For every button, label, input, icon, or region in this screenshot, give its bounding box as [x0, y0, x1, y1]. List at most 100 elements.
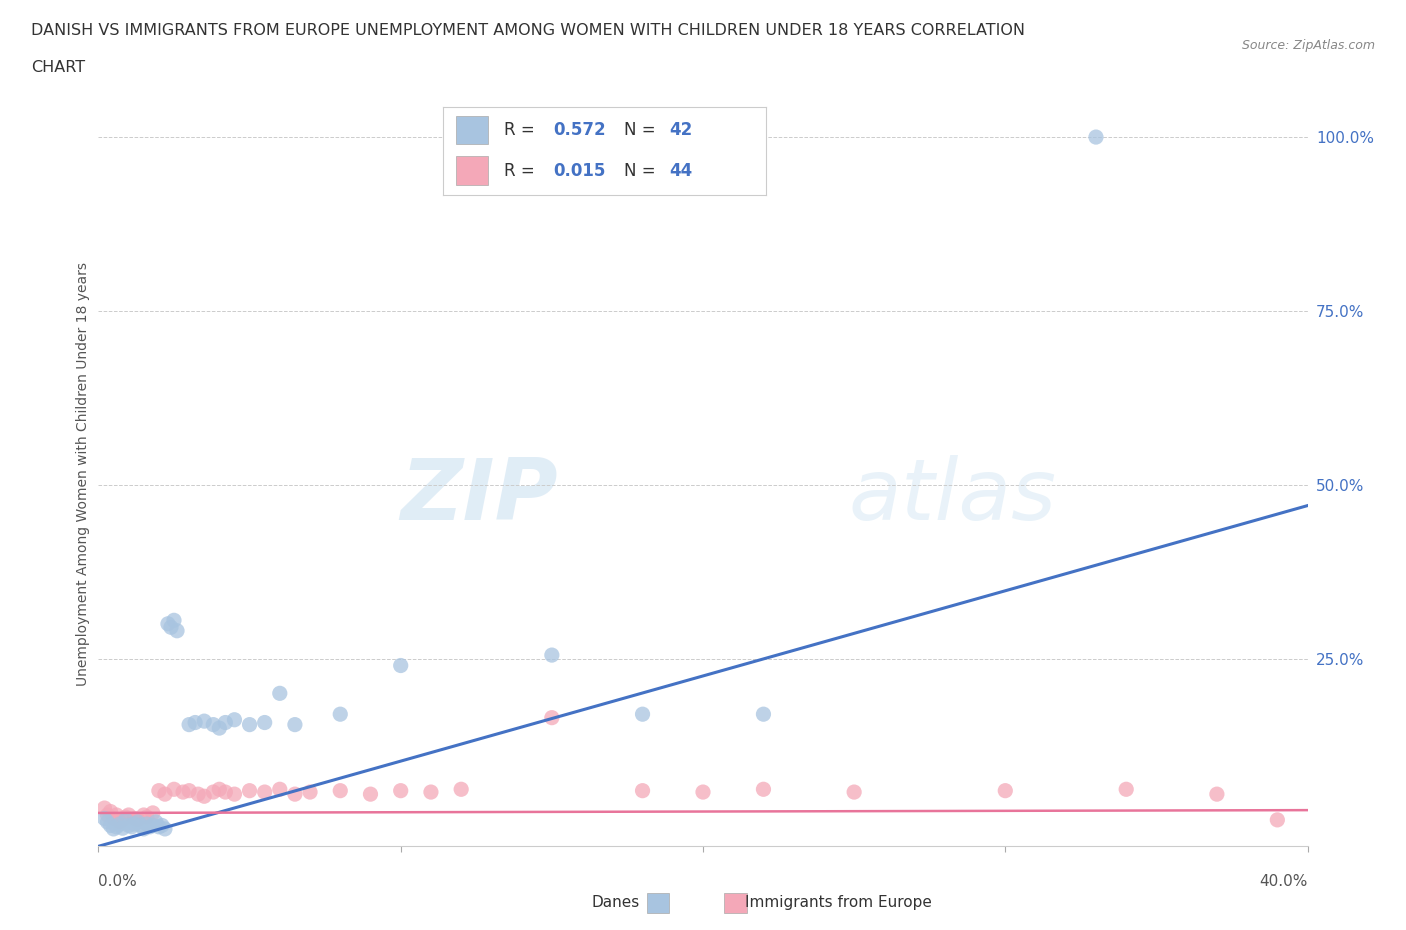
- Text: Danes: Danes: [592, 895, 640, 910]
- Point: [239, 717, 262, 732]
- Text: N =: N =: [624, 162, 661, 179]
- Text: 42: 42: [669, 121, 693, 139]
- Point: [135, 817, 157, 831]
- Point: [193, 713, 215, 728]
- Point: [150, 818, 173, 833]
- Point: [208, 721, 231, 736]
- Point: [132, 821, 155, 836]
- Point: [284, 787, 307, 802]
- Text: ZIP: ZIP: [401, 455, 558, 538]
- Text: 44: 44: [669, 162, 693, 179]
- Point: [1115, 782, 1137, 797]
- Point: [177, 717, 201, 732]
- Text: 40.0%: 40.0%: [1260, 874, 1308, 889]
- Point: [135, 810, 157, 825]
- Point: [172, 785, 194, 800]
- Text: Immigrants from Europe: Immigrants from Europe: [745, 895, 932, 910]
- Point: [103, 811, 125, 826]
- Point: [108, 817, 131, 831]
- Point: [163, 613, 186, 628]
- Point: [114, 813, 136, 828]
- Point: [208, 782, 231, 797]
- Point: [132, 807, 155, 822]
- Point: [156, 617, 179, 631]
- Text: 0.0%: 0.0%: [98, 874, 138, 889]
- Point: [389, 783, 412, 798]
- Point: [253, 785, 276, 800]
- Point: [214, 715, 236, 730]
- Point: [224, 787, 246, 802]
- Point: [96, 815, 118, 830]
- Point: [105, 807, 128, 822]
- Point: [139, 819, 162, 834]
- Text: CHART: CHART: [31, 60, 84, 75]
- Point: [419, 785, 441, 800]
- Point: [1206, 787, 1229, 802]
- Point: [253, 715, 276, 730]
- Point: [105, 819, 128, 834]
- Point: [93, 801, 115, 816]
- Point: [202, 717, 225, 732]
- Text: 0.572: 0.572: [553, 121, 606, 139]
- Point: [360, 787, 382, 802]
- Point: [114, 810, 136, 825]
- Point: [103, 821, 125, 836]
- Point: [752, 707, 775, 722]
- Point: [124, 817, 146, 831]
- Point: [124, 811, 146, 826]
- Point: [299, 785, 322, 800]
- Point: [329, 783, 352, 798]
- Point: [166, 623, 188, 638]
- Text: 0.015: 0.015: [553, 162, 605, 179]
- Point: [193, 789, 215, 804]
- Point: [118, 818, 141, 833]
- Point: [100, 804, 122, 819]
- Point: [160, 619, 183, 634]
- Point: [127, 815, 149, 830]
- Point: [129, 818, 152, 833]
- Point: [284, 717, 307, 732]
- Point: [118, 807, 141, 822]
- Text: N =: N =: [624, 121, 661, 139]
- Point: [111, 821, 134, 836]
- Point: [269, 686, 291, 701]
- Text: R =: R =: [505, 121, 540, 139]
- Point: [148, 783, 170, 798]
- Point: [153, 787, 176, 802]
- Point: [540, 711, 562, 725]
- Point: [1085, 129, 1108, 144]
- Point: [142, 805, 165, 820]
- Y-axis label: Unemployment Among Women with Children Under 18 years: Unemployment Among Women with Children U…: [76, 262, 90, 686]
- Point: [163, 782, 186, 797]
- Point: [269, 782, 291, 797]
- Point: [540, 647, 562, 662]
- Point: [127, 813, 149, 828]
- Point: [329, 707, 352, 722]
- Text: Source: ZipAtlas.com: Source: ZipAtlas.com: [1241, 39, 1375, 52]
- FancyBboxPatch shape: [456, 116, 488, 144]
- Text: R =: R =: [505, 162, 540, 179]
- Point: [184, 715, 207, 730]
- Point: [153, 821, 176, 836]
- Point: [187, 787, 209, 802]
- Point: [631, 707, 654, 722]
- Point: [994, 783, 1017, 798]
- Point: [224, 712, 246, 727]
- Point: [142, 818, 165, 833]
- Point: [202, 785, 225, 800]
- Point: [93, 811, 115, 826]
- FancyBboxPatch shape: [456, 156, 488, 185]
- Point: [121, 819, 143, 834]
- Point: [108, 815, 131, 830]
- Text: DANISH VS IMMIGRANTS FROM EUROPE UNEMPLOYMENT AMONG WOMEN WITH CHILDREN UNDER 18: DANISH VS IMMIGRANTS FROM EUROPE UNEMPLO…: [31, 23, 1025, 38]
- Point: [177, 783, 201, 798]
- Point: [450, 782, 472, 797]
- Point: [752, 782, 775, 797]
- Point: [631, 783, 654, 798]
- Point: [111, 813, 134, 828]
- Point: [148, 819, 170, 834]
- Point: [214, 785, 236, 800]
- Point: [692, 785, 714, 800]
- Point: [100, 818, 122, 833]
- Point: [389, 658, 412, 673]
